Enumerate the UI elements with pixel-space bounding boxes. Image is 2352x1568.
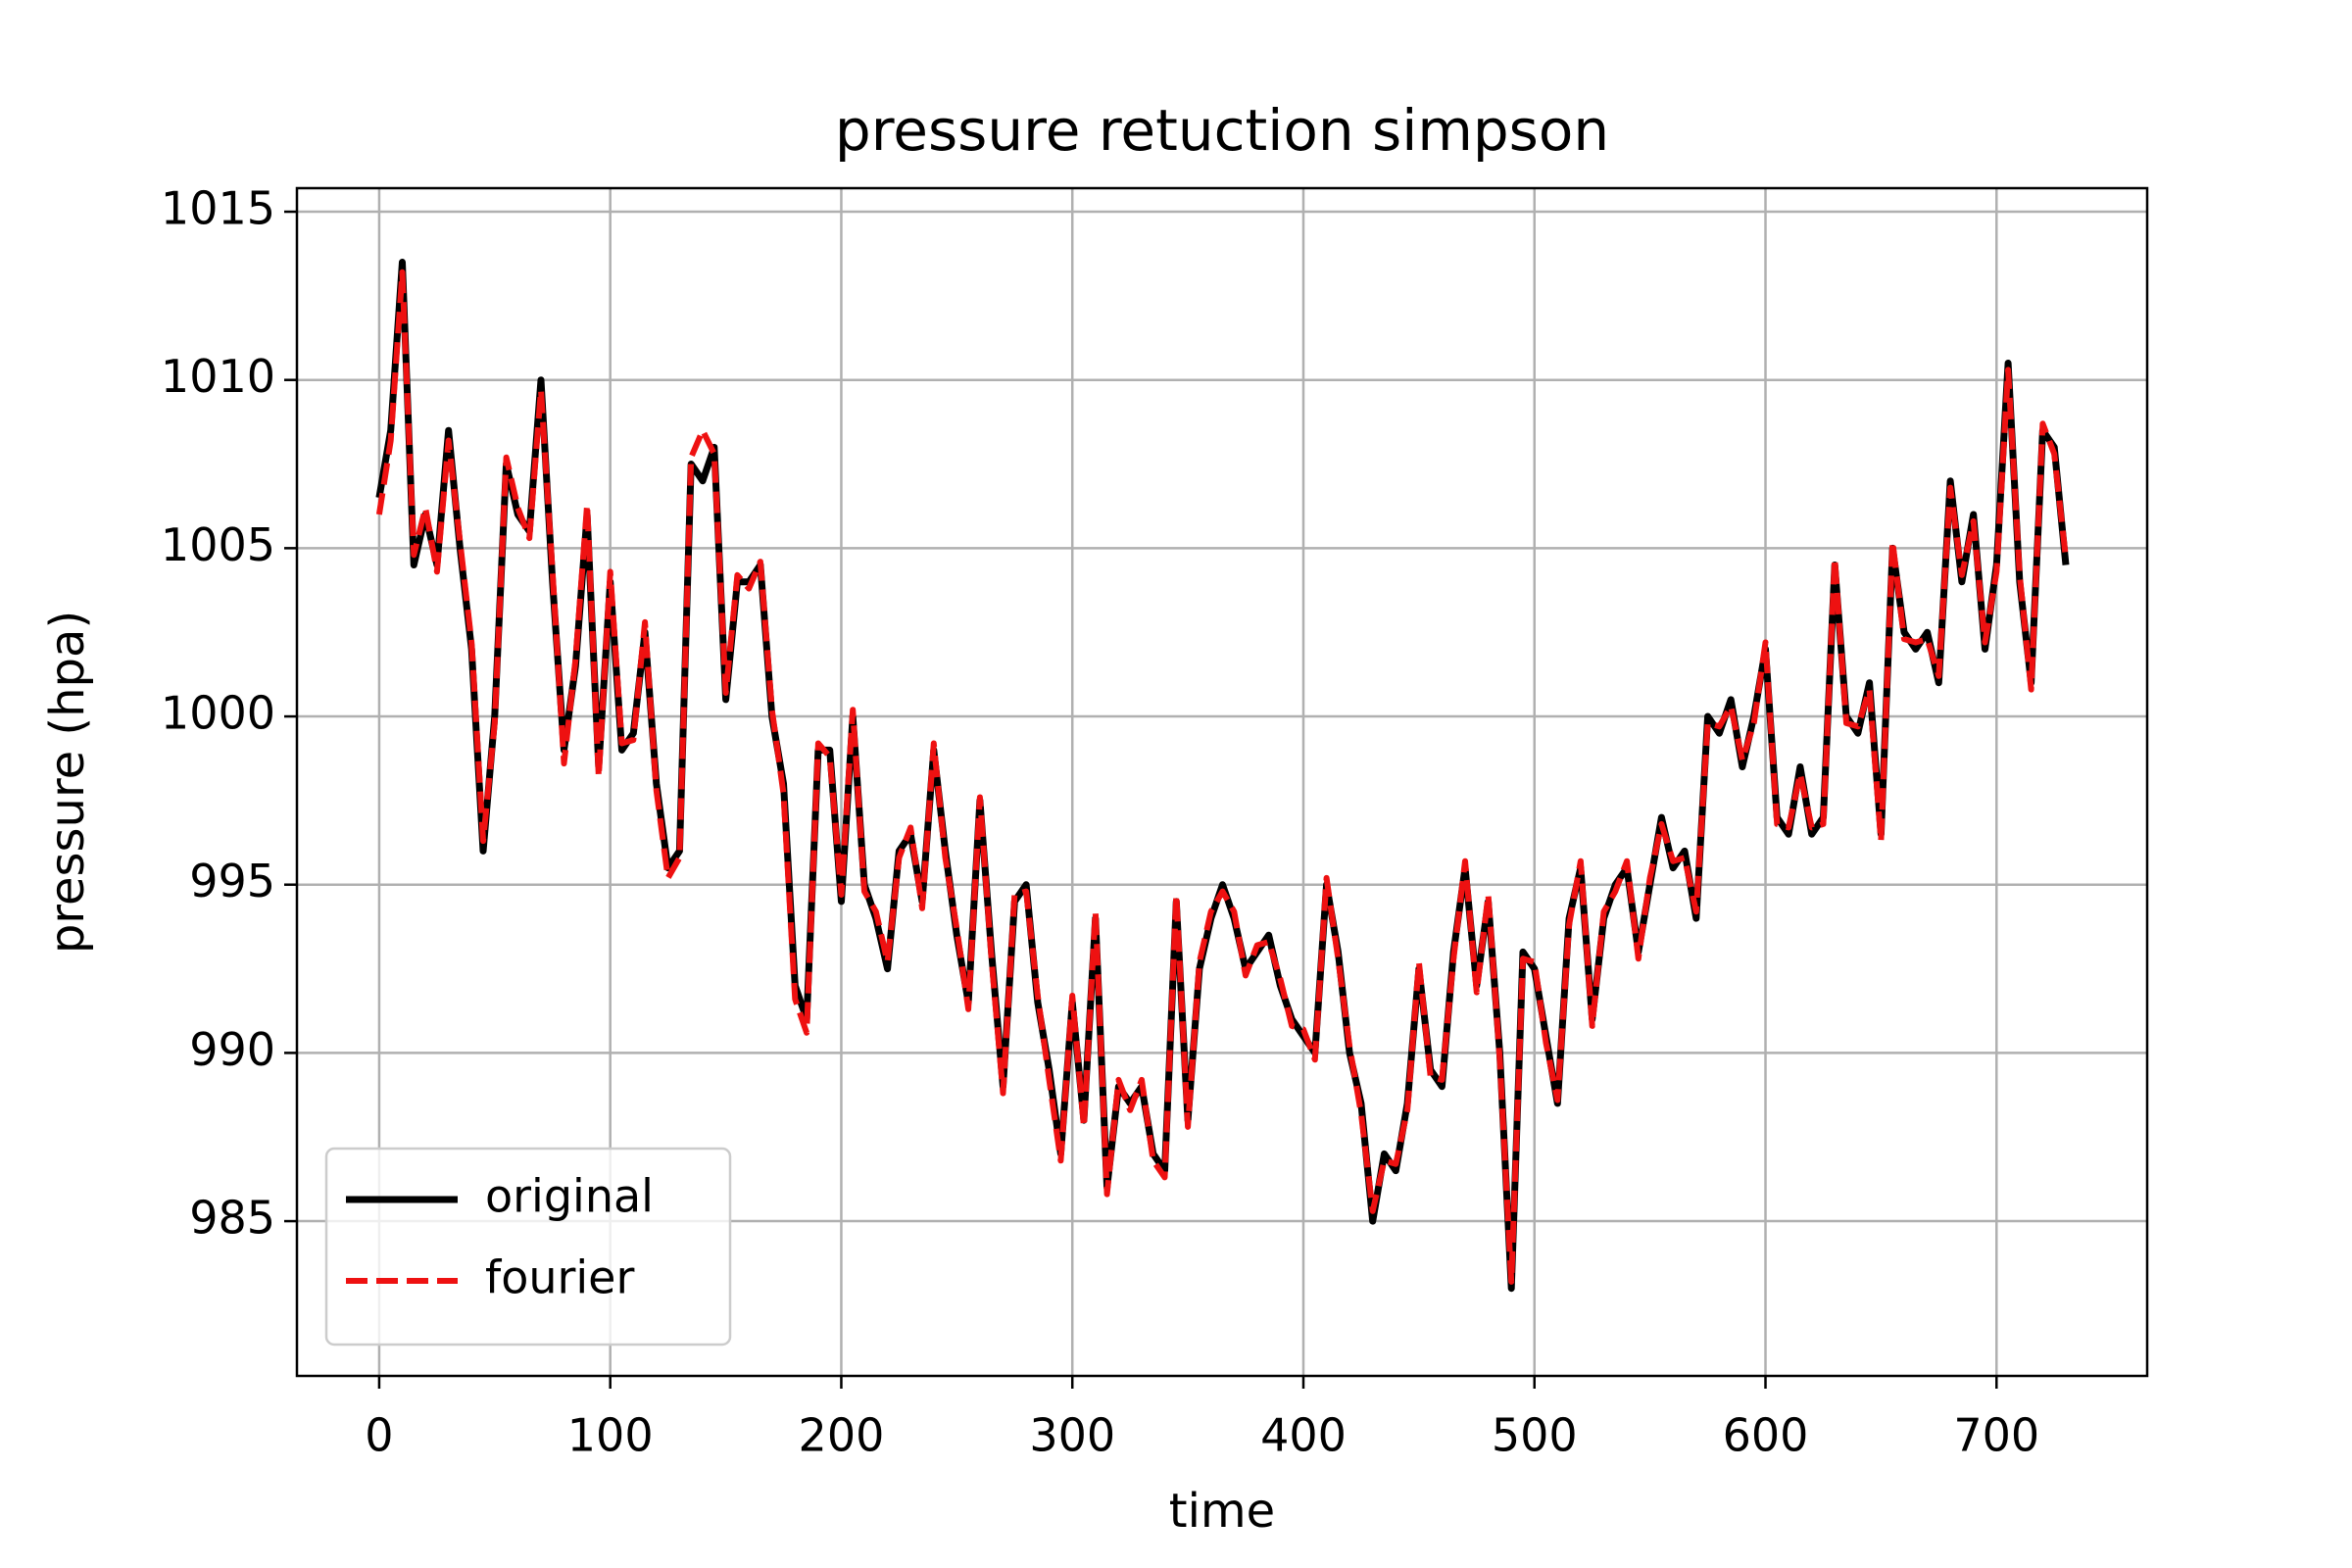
- series-line: [375, 259, 2070, 1293]
- y-tick-label: 985: [189, 1192, 275, 1245]
- x-tick-label: 700: [1953, 1409, 2039, 1462]
- series-line: [375, 269, 2069, 1285]
- x-tick-label: 100: [567, 1409, 654, 1462]
- y-tick-label: 990: [189, 1023, 275, 1076]
- x-tick-label: 400: [1260, 1409, 1347, 1462]
- y-tick-label: 995: [189, 855, 275, 907]
- y-axis-label: pressure (hpa): [40, 611, 95, 954]
- plot-frame: [295, 186, 2149, 1378]
- x-axis-label: time: [1169, 1484, 1275, 1539]
- x-tick-label: 0: [365, 1409, 393, 1462]
- x-tick-label: 300: [1029, 1409, 1115, 1462]
- legend-label: original: [485, 1170, 654, 1223]
- y-tick-label: 1015: [161, 182, 275, 235]
- x-tick-label: 600: [1723, 1409, 1809, 1462]
- y-tick-label: 1000: [161, 687, 275, 740]
- legend-label: fourier: [485, 1251, 634, 1304]
- chart-title: pressure retuction simpson: [835, 97, 1609, 164]
- y-tick-label: 1005: [161, 518, 275, 571]
- x-tick-label: 500: [1492, 1409, 1578, 1462]
- y-tick-label: 1010: [161, 350, 275, 403]
- x-tick-label: 200: [799, 1409, 885, 1462]
